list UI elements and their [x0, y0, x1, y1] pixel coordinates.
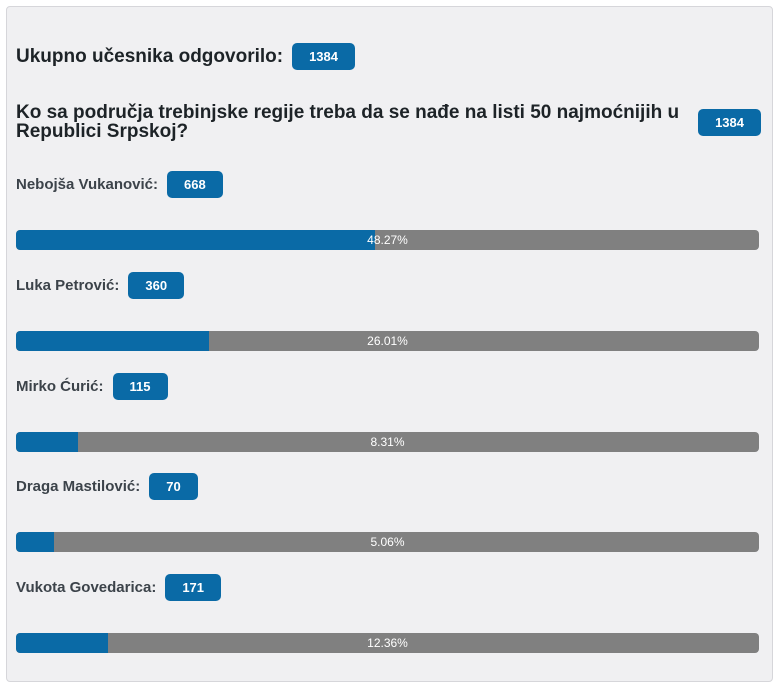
- option-votes-badge: 70: [149, 473, 198, 500]
- poll-results-panel: Ukupno učesnika odgovorilo: 1384 Ko sa p…: [6, 6, 773, 682]
- option-progress-fill: [16, 532, 54, 552]
- option-label: Nebojša Vukanović:: [16, 176, 158, 193]
- option-votes-badge: 360: [128, 272, 185, 299]
- option-label: Luka Petrović:: [16, 277, 120, 294]
- option-row: Mirko Ćurić: 115: [16, 373, 168, 400]
- option-row: Vukota Govedarica: 171: [16, 574, 222, 601]
- option-label: Draga Mastilović:: [16, 478, 141, 495]
- poll-question: Ko sa područja trebinjske regije treba d…: [16, 102, 680, 142]
- option-progress-fill: [16, 230, 375, 250]
- option-row: Nebojša Vukanović: 668: [16, 171, 223, 198]
- option-progress-bar: 26.01%: [16, 331, 759, 351]
- total-respondents-label: Ukupno učesnika odgovorilo:: [16, 45, 284, 67]
- option-percent: 5.06%: [370, 535, 405, 549]
- option-row: Luka Petrović: 360: [16, 272, 185, 299]
- option-label: Vukota Govedarica:: [16, 579, 157, 596]
- option-progress-bar: 12.36%: [16, 633, 759, 653]
- option-progress-fill: [16, 633, 108, 653]
- option-votes-badge: 668: [167, 171, 223, 198]
- option-progress-bar: 8.31%: [16, 432, 759, 452]
- total-respondents-row: Ukupno učesnika odgovorilo: 1384: [16, 43, 355, 70]
- option-label: Mirko Ćurić:: [16, 378, 104, 395]
- option-percent: 48.27%: [367, 233, 408, 247]
- option-percent: 26.01%: [367, 334, 408, 348]
- option-progress-fill: [16, 331, 210, 351]
- option-percent: 12.36%: [367, 636, 408, 650]
- total-respondents-badge: 1384: [292, 43, 355, 70]
- question-count-badge: 1384: [698, 108, 761, 136]
- question-row: Ko sa područja trebinjske regije treba d…: [16, 103, 761, 141]
- option-progress-bar: 48.27%: [16, 230, 759, 250]
- option-progress-fill: [16, 432, 78, 452]
- option-progress-bar: 5.06%: [16, 532, 759, 552]
- option-percent: 8.31%: [370, 435, 405, 449]
- option-votes-badge: 171: [165, 574, 222, 601]
- option-votes-badge: 115: [112, 373, 168, 400]
- option-row: Draga Mastilović: 70: [16, 473, 198, 500]
